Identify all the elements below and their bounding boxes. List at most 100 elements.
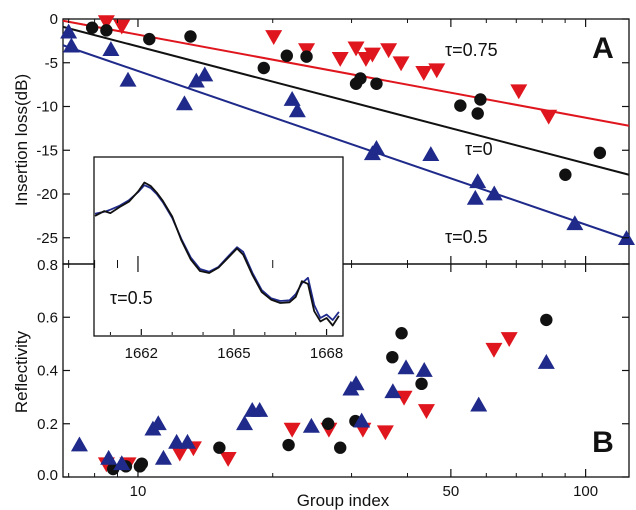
data-point-a-1 <box>454 99 467 112</box>
data-point-b-2 <box>168 433 186 449</box>
panel-a-y-ticks: 0 -5 -10 -15 -20 -25 <box>36 11 629 247</box>
data-point-b-0 <box>485 342 503 358</box>
data-point-a-1 <box>100 24 113 37</box>
fit-line-1 <box>62 25 630 176</box>
data-point-a-0 <box>113 19 131 35</box>
data-point-b-0 <box>417 404 435 419</box>
data-point-a-1 <box>184 30 197 43</box>
inset-x-ticks: 1662 1665 1668 <box>109 329 343 362</box>
panel-a-fit-lines <box>62 19 630 241</box>
data-point-a-0 <box>97 15 115 31</box>
data-point-a-2 <box>62 37 80 53</box>
data-point-a-1 <box>474 93 487 106</box>
data-point-b-2 <box>384 383 402 399</box>
y-tick-label: -5 <box>45 55 58 72</box>
data-point-a-1 <box>593 146 607 160</box>
data-point-a-1 <box>257 61 270 75</box>
data-point-a-0 <box>540 109 558 125</box>
data-point-b-1 <box>386 350 399 364</box>
data-point-b-2 <box>70 436 88 452</box>
data-point-b-2 <box>415 362 433 377</box>
data-point-b-1 <box>334 441 347 454</box>
annotation-tau-05: τ=0.5 <box>445 227 488 247</box>
data-point-b-1 <box>282 438 295 452</box>
panel-b-letter: B <box>592 426 614 459</box>
data-point-b-1 <box>415 377 428 391</box>
data-point-a-0 <box>510 84 528 100</box>
data-point-a-1 <box>85 21 99 34</box>
data-point-b-0 <box>219 451 237 467</box>
panel-b-y-ticks: 0.0 0.2 0.4 0.6 0.8 <box>37 257 629 484</box>
data-point-a-1 <box>143 32 156 46</box>
data-point-b-2 <box>470 396 488 412</box>
data-point-b-2 <box>149 415 167 431</box>
y-tick-label: -20 <box>36 186 58 203</box>
data-point-a-0 <box>363 47 381 63</box>
data-point-a-1 <box>280 49 293 62</box>
data-point-b-0 <box>283 422 301 438</box>
inset-frame <box>93 156 344 337</box>
data-point-a-2 <box>485 185 503 201</box>
y-tick-label: 0.8 <box>37 257 58 274</box>
inset-spectra <box>94 181 340 327</box>
x-tick-label: 50 <box>443 483 460 500</box>
data-point-a-0 <box>347 41 365 57</box>
data-point-b-2 <box>154 449 172 465</box>
data-point-b-0 <box>171 446 189 462</box>
data-point-b-2 <box>251 401 269 417</box>
panel-b-y-label: Reflectivity <box>12 330 31 413</box>
data-point-b-0 <box>376 425 394 441</box>
data-point-a-0 <box>380 43 398 59</box>
data-point-a-0 <box>392 56 410 72</box>
y-tick-label: 0.2 <box>37 416 58 433</box>
y-tick-label: 0 <box>50 11 58 28</box>
data-point-b-2 <box>397 359 415 375</box>
data-point-b-1 <box>540 313 553 327</box>
data-point-a-2 <box>367 140 385 155</box>
x-tick-label: 10 <box>130 483 147 500</box>
inset-spectrum-measured <box>94 181 340 327</box>
data-point-a-0 <box>415 66 433 81</box>
panel-a-letter: A <box>592 32 614 65</box>
data-point-a-2 <box>566 215 584 231</box>
data-point-b-2 <box>100 449 118 465</box>
data-point-b-2 <box>353 412 371 428</box>
inset-x-tick-label: 1662 <box>125 345 158 362</box>
y-tick-label: -10 <box>36 99 58 116</box>
y-tick-label: -15 <box>36 142 58 159</box>
annotation-tau-075: τ=0.75 <box>445 40 498 60</box>
data-point-a-2 <box>175 95 193 111</box>
x-tick-label: 100 <box>573 483 598 500</box>
data-point-b-1 <box>213 441 226 454</box>
inset-x-tick-label: 1668 <box>310 345 343 362</box>
y-tick-label: -25 <box>36 230 58 247</box>
data-point-a-2 <box>196 66 214 82</box>
shared-x-ticks: 10 50 100 <box>68 19 598 500</box>
data-point-b-2 <box>178 433 196 449</box>
data-point-a-1 <box>370 77 383 90</box>
data-point-b-0 <box>395 390 413 406</box>
data-point-a-2 <box>288 102 306 118</box>
data-point-a-0 <box>331 52 349 67</box>
data-point-b-2 <box>236 415 254 431</box>
data-point-a-2 <box>119 71 137 87</box>
y-tick-label: 0.4 <box>37 363 58 380</box>
data-point-a-2 <box>422 146 440 161</box>
data-point-b-2 <box>113 455 131 471</box>
data-point-b-1 <box>395 327 408 340</box>
y-tick-label: 0.0 <box>37 467 58 484</box>
panel-a-points <box>60 15 635 245</box>
x-axis-label: Group index <box>297 491 390 510</box>
data-point-a-1 <box>559 168 572 181</box>
data-point-b-2 <box>347 375 365 391</box>
fit-line-2 <box>62 44 630 241</box>
data-point-a-0 <box>265 30 283 45</box>
data-point-a-1 <box>354 72 367 85</box>
data-point-a-1 <box>300 50 313 63</box>
data-point-b-2 <box>302 417 320 433</box>
data-point-a-2 <box>187 72 205 88</box>
y-tick-label: 0.6 <box>37 309 58 326</box>
annotation-tau-0: τ=0 <box>465 139 493 159</box>
data-point-a-1 <box>471 107 484 120</box>
